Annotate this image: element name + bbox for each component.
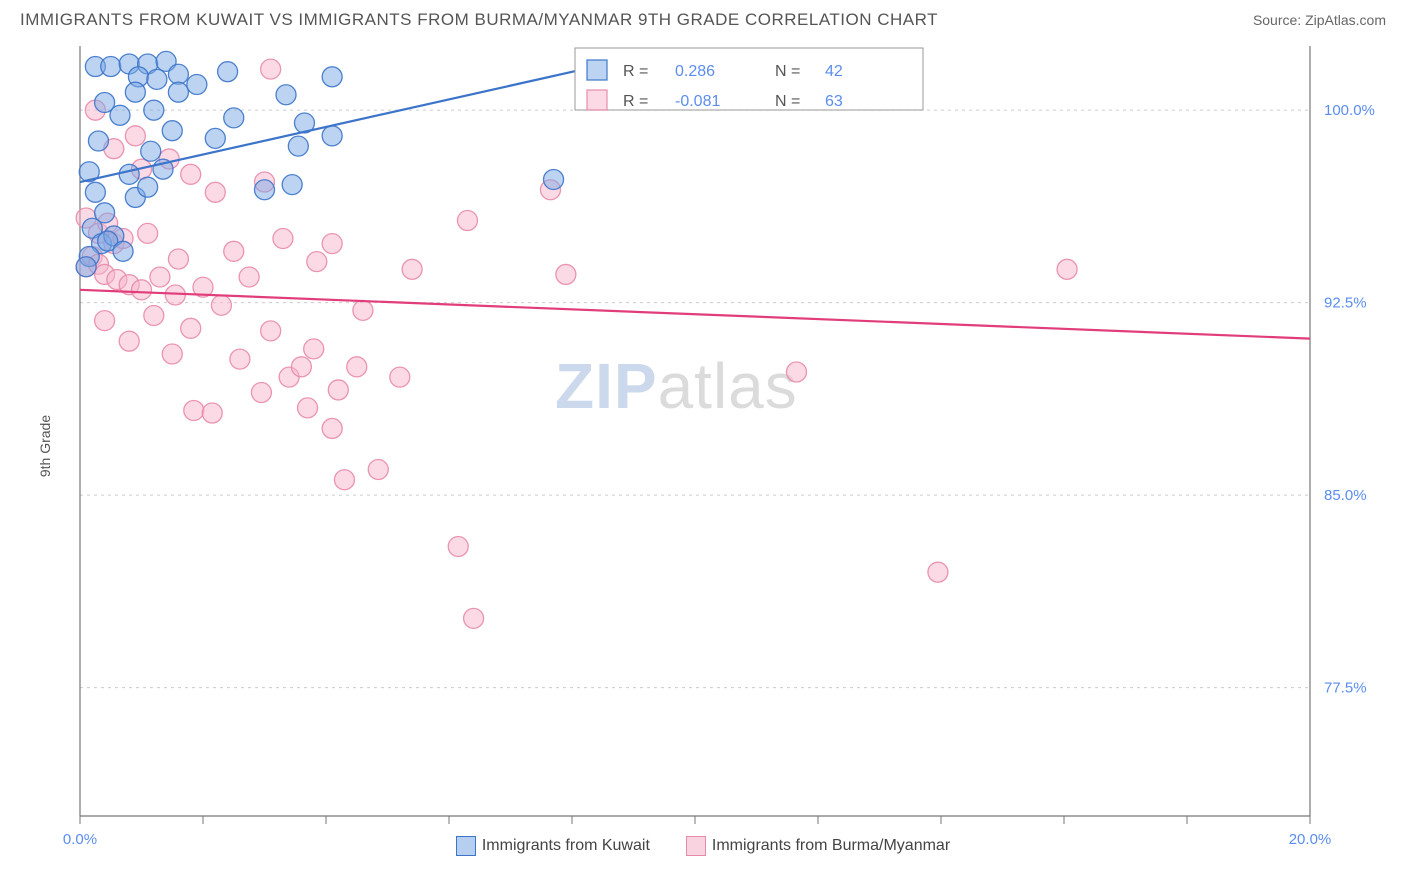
data-point [113,241,133,261]
data-point [150,267,170,287]
corr-r-label: R = [623,93,648,110]
y-tick-label: 85.0% [1324,487,1367,504]
data-point [138,177,158,197]
data-point [322,418,342,438]
data-point [184,400,204,420]
data-point [224,241,244,261]
x-tick-label: 20.0% [1289,831,1332,848]
corr-n-label: N = [775,63,800,80]
data-point [202,403,222,423]
data-point [85,182,105,202]
data-point [261,321,281,341]
data-point [328,380,348,400]
data-point [211,295,231,315]
data-point [347,357,367,377]
y-tick-label: 92.5% [1324,295,1367,312]
data-point [168,249,188,269]
watermark: ZIPatlas [555,350,798,422]
data-point [239,267,259,287]
data-point [205,182,225,202]
scatter-chart: 77.5% 85.0% 92.5% 100.0% 0.0% 20.0% ZIPatlas R … [20,36,1386,856]
data-point [334,470,354,490]
corr-r-value: -0.081 [675,93,720,110]
data-point [556,264,576,284]
data-point [261,59,281,79]
data-point [276,85,296,105]
chart-title: IMMIGRANTS FROM KUWAIT VS IMMIGRANTS FRO… [20,10,938,30]
data-point [119,331,139,351]
corr-swatch [587,60,607,80]
chart-source: Source: ZipAtlas.com [1253,12,1386,28]
data-point [181,164,201,184]
corr-r-value: 0.286 [675,63,715,80]
data-point [368,460,388,480]
data-point [464,608,484,628]
source-link[interactable]: ZipAtlas.com [1305,12,1386,28]
data-point [402,259,422,279]
data-point [181,318,201,338]
chart-area: 9th Grade 77.5% 85.0% 92.5% 100.0% 0.0% 20.0%… [20,36,1386,856]
data-point [218,62,238,82]
data-point [273,229,293,249]
data-point [230,349,250,369]
data-point [291,357,311,377]
data-point [322,234,342,254]
data-point [119,164,139,184]
data-point [138,223,158,243]
data-point [144,100,164,120]
corr-r-label: R = [623,63,648,80]
y-tick-label: 77.5% [1324,680,1367,697]
data-point [162,344,182,364]
data-point [141,141,161,161]
data-point [132,280,152,300]
data-point [95,311,115,331]
data-point [110,105,130,125]
data-point [251,383,271,403]
corr-swatch [587,90,607,110]
data-point [88,131,108,151]
data-point [187,75,207,95]
data-point [162,121,182,141]
data-point [298,398,318,418]
data-point [307,252,327,272]
data-point [101,57,121,77]
corr-n-value: 63 [825,93,843,110]
y-axis-label: 9th Grade [37,415,53,477]
data-point [448,537,468,557]
source-prefix: Source: [1253,12,1305,28]
data-point [205,128,225,148]
data-point [288,136,308,156]
data-point [224,108,244,128]
data-point [168,82,188,102]
data-point [353,300,373,320]
data-point [322,67,342,87]
data-point [304,339,324,359]
data-point [282,175,302,195]
data-point [786,362,806,382]
data-point [255,180,275,200]
data-point [125,82,145,102]
data-point [390,367,410,387]
data-point [322,126,342,146]
data-point [144,306,164,326]
x-tick-label: 0.0% [63,831,97,848]
corr-n-label: N = [775,93,800,110]
data-point [1057,259,1077,279]
data-point [76,257,96,277]
data-point [928,562,948,582]
data-point [457,211,477,231]
data-point [544,169,564,189]
corr-n-value: 42 [825,63,843,80]
data-point [125,126,145,146]
data-point [147,69,167,89]
chart-header: IMMIGRANTS FROM KUWAIT VS IMMIGRANTS FRO… [0,0,1406,36]
y-tick-label: 100.0% [1324,102,1375,119]
data-point [168,64,188,84]
